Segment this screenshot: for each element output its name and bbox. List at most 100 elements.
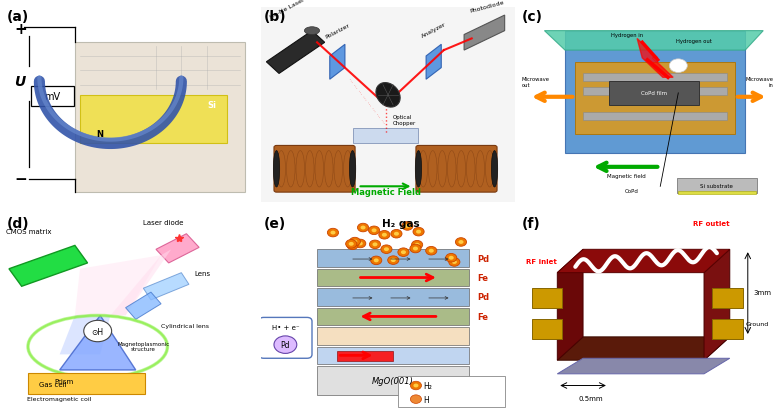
Text: Photodiode: Photodiode (470, 0, 505, 14)
Circle shape (346, 240, 356, 249)
Text: Magnetoplasmonic
structure: Magnetoplasmonic structure (117, 341, 169, 351)
Polygon shape (544, 31, 764, 51)
Text: CoPd: CoPd (625, 189, 639, 194)
Polygon shape (330, 45, 345, 80)
Circle shape (349, 242, 354, 246)
Text: −: − (14, 171, 27, 187)
Polygon shape (565, 31, 745, 154)
Text: (b): (b) (264, 10, 286, 24)
Ellipse shape (376, 83, 400, 108)
Polygon shape (59, 316, 111, 354)
Ellipse shape (415, 151, 422, 188)
Polygon shape (557, 250, 730, 273)
Circle shape (373, 243, 378, 247)
Circle shape (416, 230, 421, 234)
Circle shape (368, 226, 380, 235)
Text: Si: Si (207, 101, 216, 110)
Text: +: + (14, 22, 27, 37)
Polygon shape (267, 31, 324, 74)
Text: H₂ gas: H₂ gas (382, 218, 420, 229)
Text: Microwave
out: Microwave out (521, 77, 549, 88)
Text: Gas cell: Gas cell (40, 381, 67, 387)
Text: (a): (a) (6, 10, 29, 24)
FancyBboxPatch shape (399, 376, 505, 407)
Text: Hydrogen in: Hydrogen in (611, 33, 643, 38)
Circle shape (405, 224, 410, 228)
Text: (c): (c) (521, 10, 542, 24)
Circle shape (331, 231, 335, 235)
Text: 3mm: 3mm (753, 290, 771, 295)
Circle shape (410, 395, 421, 404)
Text: RF inlet: RF inlet (526, 259, 557, 264)
Text: Electromagnetic coil: Electromagnetic coil (27, 396, 92, 401)
Polygon shape (679, 192, 756, 195)
FancyBboxPatch shape (259, 318, 312, 358)
Polygon shape (557, 337, 730, 360)
Circle shape (410, 244, 421, 253)
Circle shape (413, 228, 424, 236)
Polygon shape (576, 63, 735, 135)
Polygon shape (156, 234, 199, 263)
Circle shape (370, 256, 381, 265)
Polygon shape (317, 328, 470, 345)
Polygon shape (9, 246, 87, 287)
FancyBboxPatch shape (416, 146, 497, 192)
Polygon shape (317, 289, 470, 306)
Circle shape (370, 240, 381, 249)
Text: U: U (14, 75, 25, 89)
Polygon shape (532, 289, 562, 308)
Polygon shape (80, 96, 227, 144)
Polygon shape (317, 250, 470, 267)
Circle shape (391, 259, 395, 262)
Polygon shape (609, 82, 699, 105)
Text: H• + e⁻: H• + e⁻ (271, 324, 300, 330)
Circle shape (274, 336, 296, 354)
Circle shape (358, 242, 363, 246)
Text: Analyzer: Analyzer (420, 22, 447, 39)
Circle shape (429, 249, 434, 253)
Text: Laser diode: Laser diode (144, 219, 184, 225)
Circle shape (401, 251, 406, 254)
Ellipse shape (304, 28, 320, 36)
Text: (f): (f) (521, 217, 540, 231)
Polygon shape (583, 88, 727, 96)
Polygon shape (557, 358, 730, 374)
Polygon shape (557, 250, 583, 360)
Circle shape (456, 238, 466, 247)
Polygon shape (712, 289, 743, 308)
Text: Prism: Prism (55, 378, 74, 384)
Polygon shape (144, 273, 189, 300)
Circle shape (355, 240, 366, 248)
Polygon shape (353, 128, 419, 144)
Text: Fe: Fe (477, 312, 488, 321)
Polygon shape (126, 292, 161, 320)
Ellipse shape (273, 151, 280, 188)
Circle shape (402, 222, 413, 231)
Circle shape (347, 242, 358, 250)
Text: Magnetic field: Magnetic field (608, 173, 646, 178)
Text: Pd: Pd (281, 340, 290, 349)
Circle shape (669, 60, 687, 73)
Text: H: H (424, 395, 429, 404)
Text: (e): (e) (264, 217, 286, 231)
Circle shape (448, 256, 454, 260)
Text: Pd: Pd (477, 293, 489, 302)
Ellipse shape (491, 151, 498, 188)
Text: Ground: Ground (745, 321, 768, 326)
Polygon shape (426, 45, 441, 80)
FancyBboxPatch shape (677, 178, 757, 194)
Polygon shape (712, 320, 743, 339)
Circle shape (353, 240, 357, 244)
Circle shape (388, 256, 399, 265)
Circle shape (374, 259, 379, 263)
Text: N: N (97, 130, 104, 139)
Text: (d): (d) (6, 217, 29, 231)
Circle shape (391, 230, 402, 238)
Circle shape (379, 231, 390, 240)
Circle shape (448, 258, 460, 266)
Polygon shape (261, 8, 515, 202)
Text: ⊙H: ⊙H (91, 327, 104, 336)
Text: Fe: Fe (477, 273, 488, 282)
Text: Si substrate: Si substrate (700, 183, 733, 188)
Text: Lens: Lens (194, 270, 210, 276)
